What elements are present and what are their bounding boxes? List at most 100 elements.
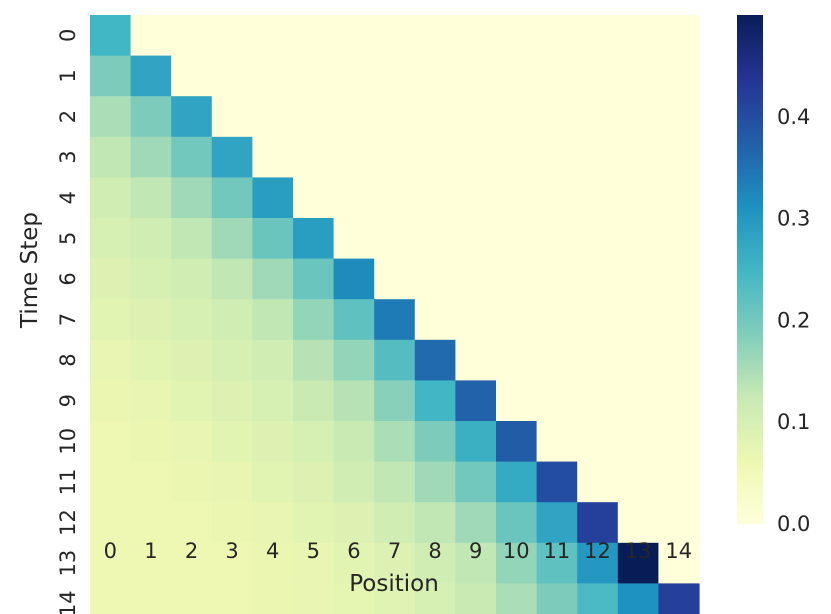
heatmap-cell — [577, 461, 619, 503]
heatmap-cell — [414, 380, 456, 422]
heatmap-cell — [617, 380, 659, 422]
heatmap-cell — [171, 218, 213, 260]
x-tick-label: 11 — [544, 539, 571, 563]
heatmap-cell — [130, 96, 172, 138]
heatmap-cell — [374, 15, 416, 57]
heatmap-cell — [211, 339, 253, 381]
heatmap-cell — [455, 461, 497, 503]
heatmap-cell — [414, 177, 456, 219]
heatmap-cell — [333, 380, 375, 422]
heatmap-cell — [496, 177, 538, 219]
heatmap-cell — [577, 258, 619, 300]
y-tick-label: 6 — [56, 272, 80, 285]
heatmap-cell — [211, 502, 253, 544]
y-tick-label: 11 — [56, 469, 80, 496]
heatmap-cell — [455, 542, 497, 584]
heatmap-cell — [455, 258, 497, 300]
heatmap-cell — [252, 502, 294, 544]
heatmap-cell — [617, 258, 659, 300]
y-tick-label: 12 — [56, 509, 80, 536]
heatmap-cell — [293, 339, 335, 381]
heatmap-cell — [496, 502, 538, 544]
heatmap-cell — [293, 136, 335, 178]
heatmap-cell — [496, 299, 538, 341]
heatmap-cell — [90, 502, 132, 544]
heatmap-cell — [252, 421, 294, 463]
heatmap-cell — [211, 542, 253, 584]
heatmap-cell — [333, 421, 375, 463]
heatmap-cell — [130, 502, 172, 544]
heatmap-cell — [293, 218, 335, 260]
heatmap-cell — [536, 15, 578, 57]
heatmap-cell — [90, 55, 132, 97]
heatmap-cell — [617, 15, 659, 57]
heatmap-cell — [455, 339, 497, 381]
x-tick-label: 5 — [307, 539, 320, 563]
heatmap-cell — [333, 55, 375, 97]
heatmap-cell — [90, 96, 132, 138]
heatmap-cell — [414, 542, 456, 584]
x-tick-label: 8 — [428, 539, 441, 563]
y-tick-label: 13 — [56, 550, 80, 577]
x-tick-label: 1 — [144, 539, 157, 563]
heatmap-cell — [536, 542, 578, 584]
heatmap-cell — [252, 583, 294, 614]
heatmap-cell — [617, 55, 659, 97]
heatmap-cell — [293, 583, 335, 614]
heatmap-cell — [333, 339, 375, 381]
heatmap-cell — [130, 380, 172, 422]
heatmap-cell — [414, 339, 456, 381]
heatmap-cell — [374, 136, 416, 178]
heatmap-cell — [577, 421, 619, 463]
heatmap-cell — [577, 502, 619, 544]
heatmap-cell — [617, 96, 659, 138]
heatmap-cell — [455, 502, 497, 544]
heatmap-cell — [374, 55, 416, 97]
heatmap-cell — [577, 15, 619, 57]
heatmap-cell — [374, 218, 416, 260]
y-tick-label: 8 — [56, 353, 80, 366]
heatmap-cell — [414, 421, 456, 463]
heatmap-cell — [293, 502, 335, 544]
heatmap-cell — [293, 542, 335, 584]
heatmap-cells — [90, 15, 700, 614]
heatmap-cell — [577, 136, 619, 178]
colorbar-tick-label: 0.1 — [777, 410, 810, 434]
heatmap-cell — [130, 461, 172, 503]
x-tick-label: 13 — [625, 539, 652, 563]
x-tick-labels: 0 1 2 3 4 5 6 7 8 9 10 11 12 13 14 — [104, 539, 692, 563]
heatmap-cell — [90, 177, 132, 219]
y-tick-label: 4 — [56, 191, 80, 204]
heatmap-cell — [90, 461, 132, 503]
heatmap-cell — [211, 55, 253, 97]
colorbar-tick-labels: 0.0 0.1 0.2 0.3 0.4 — [777, 105, 810, 536]
heatmap-cell — [90, 258, 132, 300]
heatmap-cell — [90, 339, 132, 381]
heatmap-cell — [496, 258, 538, 300]
heatmap-cell — [374, 177, 416, 219]
x-axis-label: Position — [349, 571, 439, 597]
heatmap-cell — [374, 299, 416, 341]
heatmap-cell — [577, 177, 619, 219]
colorbar — [737, 15, 763, 524]
heatmap-cell — [617, 542, 659, 584]
heatmap-cell — [252, 177, 294, 219]
colorbar-tick-label: 0.3 — [777, 207, 810, 231]
heatmap-cell — [171, 15, 213, 57]
heatmap-cell — [455, 218, 497, 260]
heatmap-cell — [536, 339, 578, 381]
heatmap-cell — [414, 96, 456, 138]
heatmap-cell — [374, 421, 416, 463]
heatmap-cell — [252, 339, 294, 381]
heatmap-cell — [211, 258, 253, 300]
heatmap-cell — [252, 136, 294, 178]
heatmap-cell — [658, 583, 700, 614]
heatmap-cell — [130, 218, 172, 260]
heatmap-cell — [171, 502, 213, 544]
heatmap-cell — [414, 461, 456, 503]
heatmap-cell — [496, 96, 538, 138]
heatmap-cell — [577, 583, 619, 614]
heatmap-cell — [496, 542, 538, 584]
heatmap-cell — [496, 461, 538, 503]
